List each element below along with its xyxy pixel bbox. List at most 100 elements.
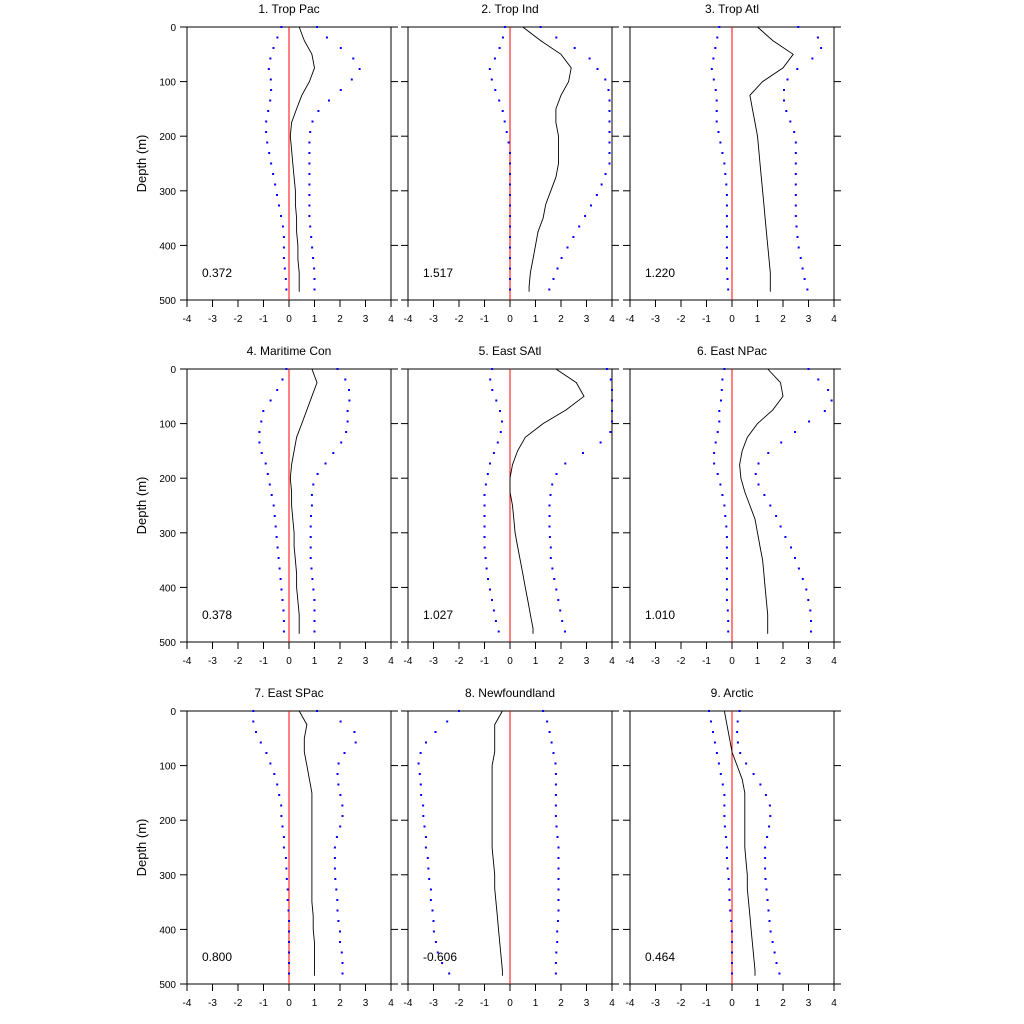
upper-bound-dot — [309, 557, 312, 559]
upper-bound-dot — [764, 867, 767, 870]
x-tick-label: 3 — [806, 998, 812, 1009]
lower-bound-dot — [276, 546, 279, 549]
upper-bound-dot — [797, 567, 800, 570]
upper-bound-dot — [341, 972, 344, 975]
upper-bound-dot — [548, 525, 551, 528]
lower-bound-dot — [715, 99, 718, 102]
lower-bound-dot — [422, 804, 425, 807]
upper-bound-dot — [554, 815, 557, 817]
upper-bound-dot — [796, 68, 799, 70]
upper-bound-dot — [542, 710, 545, 712]
y-tick-label: 200 — [159, 816, 176, 827]
upper-bound-dot — [339, 930, 341, 933]
lower-bound-dot — [721, 152, 724, 154]
lower-bound-dot — [281, 599, 284, 601]
lower-bound-dot — [484, 483, 487, 486]
x-tick-label: 0 — [286, 656, 292, 667]
lower-bound-dot — [724, 836, 727, 838]
lower-bound-dot — [719, 483, 722, 486]
upper-bound-dot — [312, 588, 315, 591]
upper-bound-dot — [557, 888, 560, 891]
upper-bound-dot — [556, 836, 559, 838]
lower-bound-dot — [714, 89, 717, 91]
lower-bound-dot — [509, 246, 511, 249]
upper-bound-dot — [313, 288, 316, 291]
upper-bound-dot — [337, 783, 340, 786]
lower-bound-dot — [720, 399, 722, 402]
upper-bound-dot — [607, 89, 610, 91]
lower-bound-dot — [432, 920, 435, 922]
x-tick-label: 4 — [388, 998, 394, 1009]
upper-bound-dot — [348, 399, 351, 402]
upper-bound-dot — [604, 78, 607, 81]
lower-bound-dot — [429, 899, 432, 901]
upper-bound-dot — [766, 836, 769, 838]
lower-bound-dot — [282, 836, 285, 838]
x-tick-label: 2 — [780, 656, 786, 667]
lower-bound-dot — [269, 99, 272, 102]
x-tick-label: -3 — [651, 656, 660, 667]
x-tick-label: -1 — [259, 656, 268, 667]
upper-bound-dot — [310, 494, 313, 496]
lower-bound-dot — [710, 68, 713, 70]
lower-bound-dot — [436, 951, 439, 954]
lower-bound-dot — [727, 630, 730, 633]
panel-title: 7. East SPac — [254, 686, 323, 700]
x-tick-label: -1 — [702, 314, 711, 325]
upper-bound-dot — [778, 972, 781, 975]
upper-bound-dot — [336, 899, 339, 901]
panel-statistic: 0.372 — [202, 266, 232, 280]
upper-bound-dot — [557, 599, 560, 601]
lower-bound-dot — [282, 257, 285, 259]
upper-bound-dot — [608, 152, 611, 154]
x-tick-label: -4 — [626, 998, 635, 1009]
lower-bound-dot — [725, 246, 728, 249]
lower-bound-dot — [725, 194, 728, 196]
upper-bound-dot — [611, 410, 613, 412]
lower-bound-dot — [717, 131, 720, 133]
y-axis-label: Depth (m) — [134, 135, 149, 193]
lower-bound-dot — [418, 773, 421, 775]
upper-bound-dot — [752, 773, 755, 775]
lower-bound-dot — [725, 578, 728, 580]
upper-bound-dot — [611, 420, 613, 423]
upper-bound-dot — [794, 173, 797, 175]
lower-bound-dot — [497, 630, 500, 633]
upper-bound-dot — [548, 504, 551, 507]
upper-bound-dot — [325, 36, 328, 39]
y-tick-label: 400 — [159, 925, 176, 936]
lower-bound-dot — [282, 246, 285, 249]
upper-bound-dot — [766, 899, 769, 901]
lower-bound-dot — [483, 494, 486, 496]
upper-bound-dot — [805, 588, 808, 591]
upper-bound-dot — [608, 120, 611, 123]
lower-bound-dot — [724, 173, 727, 175]
upper-bound-dot — [794, 152, 797, 154]
upper-bound-dot — [344, 378, 347, 381]
lower-bound-dot — [483, 504, 486, 507]
panel-statistic: 0.800 — [202, 950, 232, 964]
y-tick-label: 0 — [170, 365, 176, 376]
lower-bound-dot — [509, 194, 511, 196]
upper-bound-dot — [794, 183, 797, 186]
upper-bound-dot — [608, 110, 611, 112]
upper-bound-dot — [795, 225, 798, 228]
lower-bound-dot — [255, 731, 257, 733]
lower-bound-dot — [252, 720, 255, 723]
upper-bound-dot — [810, 620, 812, 622]
upper-bound-dot — [801, 578, 804, 580]
x-tick-label: 2 — [337, 998, 343, 1009]
x-tick-label: 4 — [831, 314, 837, 325]
x-tick-label: 2 — [558, 314, 564, 325]
upper-bound-dot — [808, 420, 811, 423]
lower-bound-dot — [489, 378, 492, 381]
x-tick-label: 3 — [584, 656, 590, 667]
lower-bound-dot — [268, 483, 271, 486]
upper-bound-dot — [354, 741, 357, 744]
x-tick-label: 3 — [363, 656, 369, 667]
lower-bound-dot — [484, 557, 487, 559]
upper-bound-dot — [309, 131, 312, 133]
lower-bound-dot — [713, 462, 716, 465]
upper-bound-dot — [797, 246, 800, 249]
upper-bound-dot — [554, 762, 557, 765]
